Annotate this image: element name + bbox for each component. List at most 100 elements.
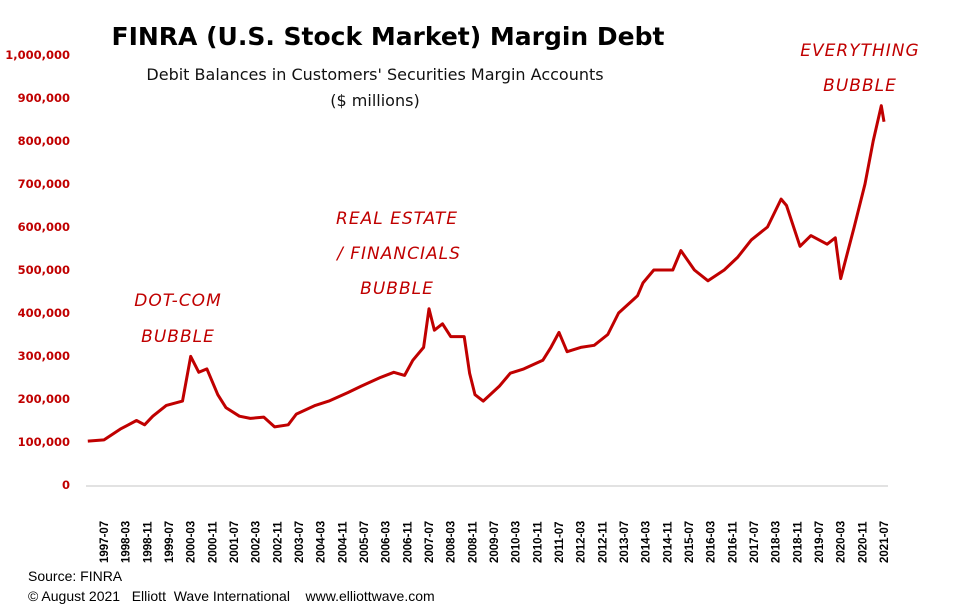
data-point [636,294,639,297]
x-tick-label: 2010-11 [532,521,544,563]
data-point [216,393,219,396]
data-point [606,333,609,336]
x-tick-label: 2006-03 [381,521,393,563]
data-point [509,372,512,375]
x-tick-label: 2002-11 [272,521,284,563]
x-tick-label: 2021-07 [879,521,891,563]
data-point [360,385,363,388]
data-point [103,438,106,441]
x-tick-label: 2020-11 [857,521,869,563]
data-point [872,140,875,143]
data-point [671,269,674,272]
x-tick-label: 2006-11 [402,521,414,563]
data-point [549,346,552,349]
x-tick-label: 2013-07 [619,521,631,563]
y-tick-label: 300,000 [18,349,70,363]
x-tick-label: 2007-07 [424,521,436,563]
x-tick-label: 1998-11 [142,521,154,563]
y-tick-label: 700,000 [18,177,70,191]
x-tick-label: 2004-11 [337,521,349,563]
x-tick-label: 2020-03 [836,521,848,563]
y-tick-label: 600,000 [18,220,70,234]
x-tick-label: 2019-07 [814,521,826,563]
data-point [474,393,477,396]
annotation-dotcom-line1: DOT-COM [134,291,221,311]
x-tick-label: 2012-11 [597,521,609,563]
data-point [839,277,842,280]
x-tick-label: 1998-03 [121,521,133,563]
x-tick-label: 2014-03 [641,521,653,563]
y-axis: 0 100,000 200,000 300,000 400,000 500,000 600,… [5,48,70,492]
y-tick-label: 100,000 [18,435,70,449]
data-point [314,404,317,407]
data-point [346,391,349,394]
x-tick-label: 2018-11 [792,521,804,563]
x-axis: 1997-07 1998-03 1998-11 1999-07 2000-03 2000-… [99,521,891,563]
data-point [541,359,544,362]
footer-credit: © August 2021 Elliott Wave International… [28,588,435,604]
data-point [880,104,883,107]
x-tick-label: 2010-03 [511,521,523,563]
x-tick-label: 1997-07 [99,521,111,563]
data-point [723,269,726,272]
data-point [295,413,298,416]
data-point [468,372,471,375]
data-point [287,423,290,426]
x-tick-label: 2000-11 [207,521,219,563]
series-points [86,104,885,442]
data-point [566,350,569,353]
y-tick-label: 1,000,000 [5,48,70,62]
data-point [679,249,682,252]
data-point [189,355,192,358]
data-point [262,416,265,419]
data-point [809,234,812,237]
annotation-everything-line2: BUBBLE [823,76,897,96]
x-tick-label: 2017-07 [749,521,761,563]
data-point [834,236,837,239]
data-point [785,204,788,207]
x-tick-label: 2003-07 [294,521,306,563]
data-point [403,374,406,377]
data-point [119,428,122,431]
data-point [441,322,444,325]
chart-title: FINRA (U.S. Stock Market) Margin Debt [112,22,665,51]
annotation-realestate-line2: / FINANCIALS [335,244,461,264]
data-point [617,312,620,315]
x-tick-label: 2015-07 [684,521,696,563]
data-point [593,344,596,347]
x-tick-label: 2001-07 [229,521,241,563]
annotation-realestate-line1: REAL ESTATE [336,209,458,229]
data-point [379,376,382,379]
data-point [736,256,739,259]
data-point [463,335,466,338]
data-point [498,385,501,388]
data-point [151,415,154,418]
data-point [143,423,146,426]
data-point [135,419,138,422]
data-point [780,198,783,201]
x-tick-label: 2016-11 [727,521,739,563]
data-point [181,400,184,403]
data-point [766,226,769,229]
annotation-dotcom: DOT-COM BUBBLE [134,291,221,347]
annotation-everything-line1: EVERYTHING [800,41,919,61]
data-point [197,371,200,374]
y-tick-label: 800,000 [18,134,70,148]
annotation-everything: EVERYTHING BUBBLE [800,41,919,96]
data-point [428,307,431,310]
data-point [883,120,886,123]
x-tick-label: 2005-07 [359,521,371,563]
annotation-dotcom-line2: BUBBLE [141,327,215,347]
x-tick-label: 2014-11 [662,521,674,563]
chart-subtitle-line2: ($ millions) [330,91,419,110]
data-point [327,400,330,403]
x-tick-label: 2008-03 [446,521,458,563]
x-tick-label: 2012-03 [576,521,588,563]
x-tick-label: 2016-03 [706,521,718,563]
x-tick-label: 2018-03 [771,521,783,563]
data-point [224,406,227,409]
data-point [558,331,561,334]
x-tick-label: 2002-03 [251,521,263,563]
data-point [392,371,395,374]
